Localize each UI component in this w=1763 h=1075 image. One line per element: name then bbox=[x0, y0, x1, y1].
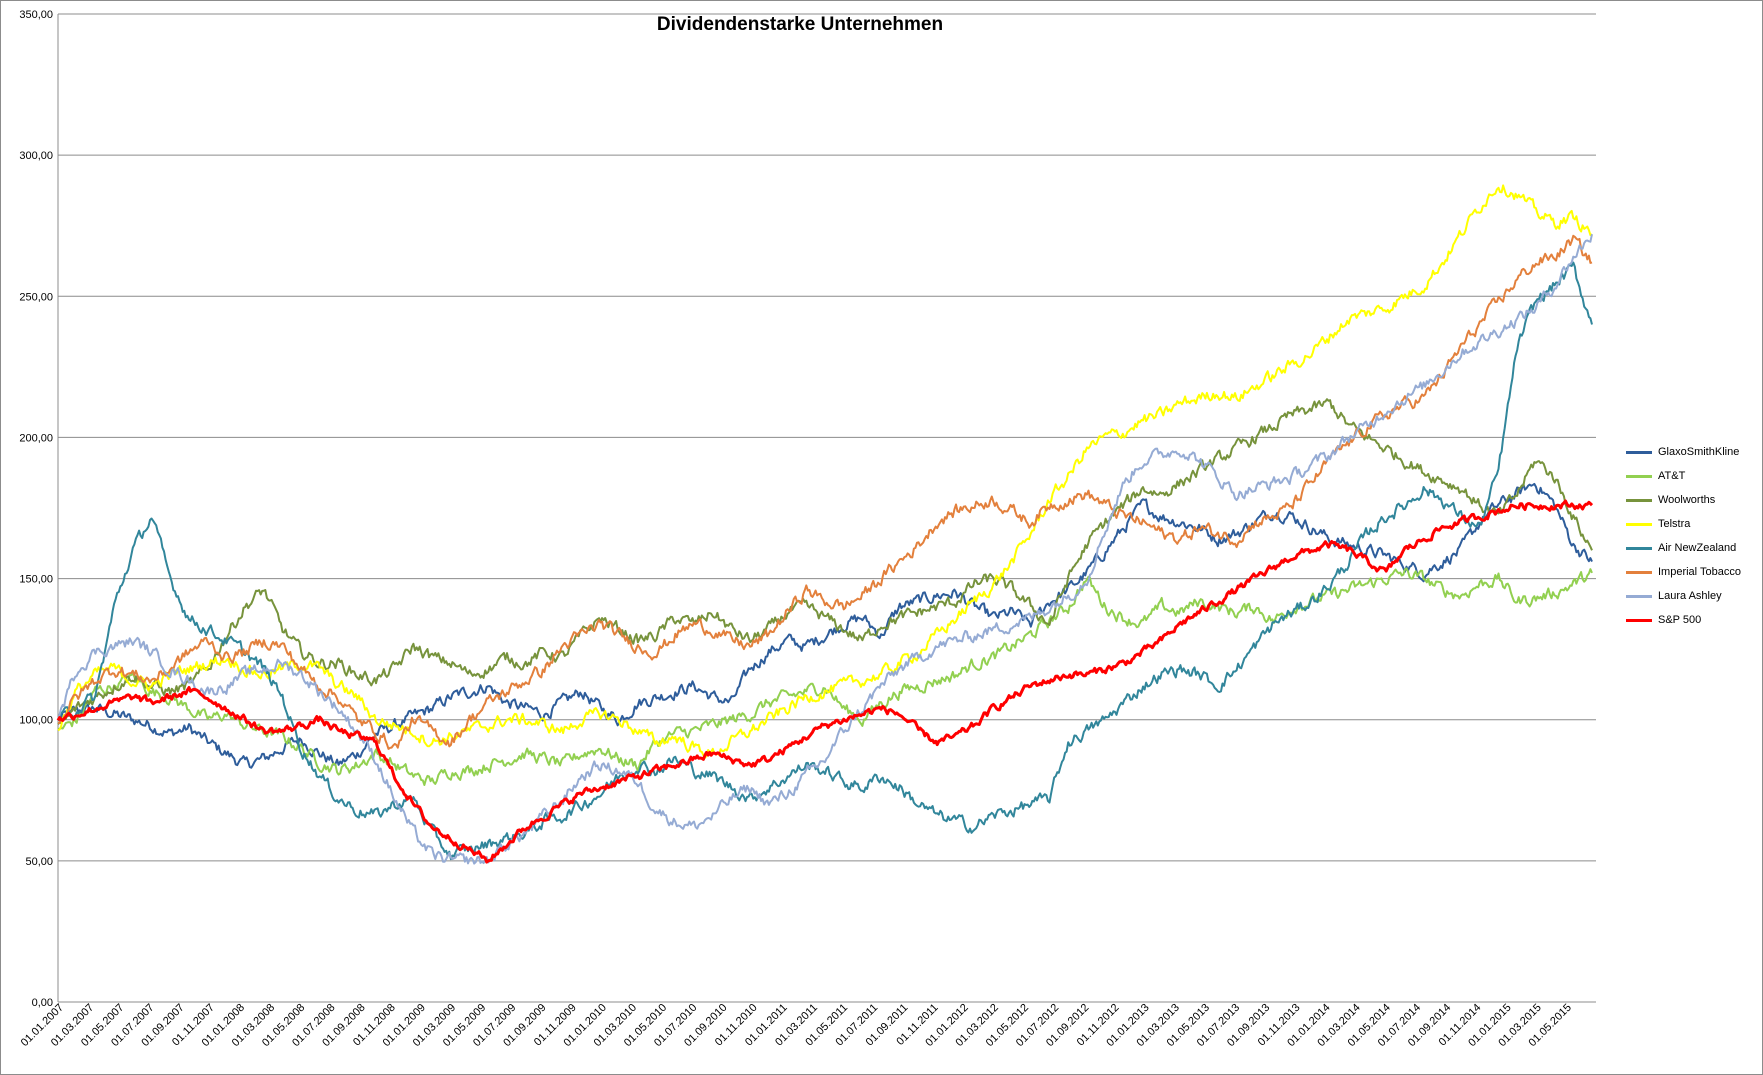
legend-label: Telstra bbox=[1658, 518, 1691, 530]
y-tick-label: 50,00 bbox=[25, 856, 53, 868]
y-tick-label: 200,00 bbox=[19, 432, 53, 444]
series-line-at-t bbox=[57, 567, 1593, 786]
legend: GlaxoSmithKline AT&T Woolworths Telstra Air … bbox=[1626, 440, 1763, 632]
y-tick-label: 250,00 bbox=[19, 291, 53, 303]
series-line-s-p-500 bbox=[56, 499, 1594, 864]
legend-label: GlaxoSmithKline bbox=[1658, 446, 1740, 458]
legend-item: Imperial Tobacco bbox=[1626, 560, 1763, 584]
legend-swatch bbox=[1626, 450, 1652, 454]
y-tick-label: 300,00 bbox=[19, 150, 53, 162]
legend-item: AT&T bbox=[1626, 464, 1763, 488]
legend-swatch bbox=[1626, 594, 1652, 598]
series-line-laura-ashley bbox=[57, 233, 1593, 865]
y-tick-label: 350,00 bbox=[19, 9, 53, 21]
legend-item: GlaxoSmithKline bbox=[1626, 440, 1763, 464]
y-tick-label: 100,00 bbox=[19, 715, 53, 727]
legend-swatch bbox=[1626, 546, 1652, 550]
legend-label: Imperial Tobacco bbox=[1658, 566, 1741, 578]
series-line-telstra bbox=[57, 184, 1593, 759]
series-line-woolworths bbox=[57, 398, 1593, 725]
series-line-air-newzealand bbox=[57, 261, 1593, 861]
legend-label: AT&T bbox=[1658, 470, 1686, 482]
legend-item: S&P 500 bbox=[1626, 608, 1763, 632]
legend-swatch bbox=[1626, 570, 1652, 574]
legend-swatch bbox=[1626, 498, 1652, 502]
legend-item: Air NewZealand bbox=[1626, 536, 1763, 560]
legend-label: S&P 500 bbox=[1658, 614, 1702, 626]
series-line-imperial-tobacco bbox=[57, 234, 1593, 750]
legend-swatch bbox=[1626, 618, 1652, 622]
legend-item: Telstra bbox=[1626, 512, 1763, 536]
y-tick-label: 0,00 bbox=[32, 997, 53, 1009]
legend-label: Laura Ashley bbox=[1658, 590, 1722, 602]
legend-label: Air NewZealand bbox=[1658, 542, 1737, 554]
legend-item: Woolworths bbox=[1626, 488, 1763, 512]
legend-item: Laura Ashley bbox=[1626, 584, 1763, 608]
y-tick-label: 150,00 bbox=[19, 574, 53, 586]
legend-swatch bbox=[1626, 474, 1652, 478]
legend-label: Woolworths bbox=[1658, 494, 1716, 506]
legend-swatch bbox=[1626, 522, 1652, 526]
chart-title: Dividendenstarke Unternehmen bbox=[656, 14, 944, 35]
